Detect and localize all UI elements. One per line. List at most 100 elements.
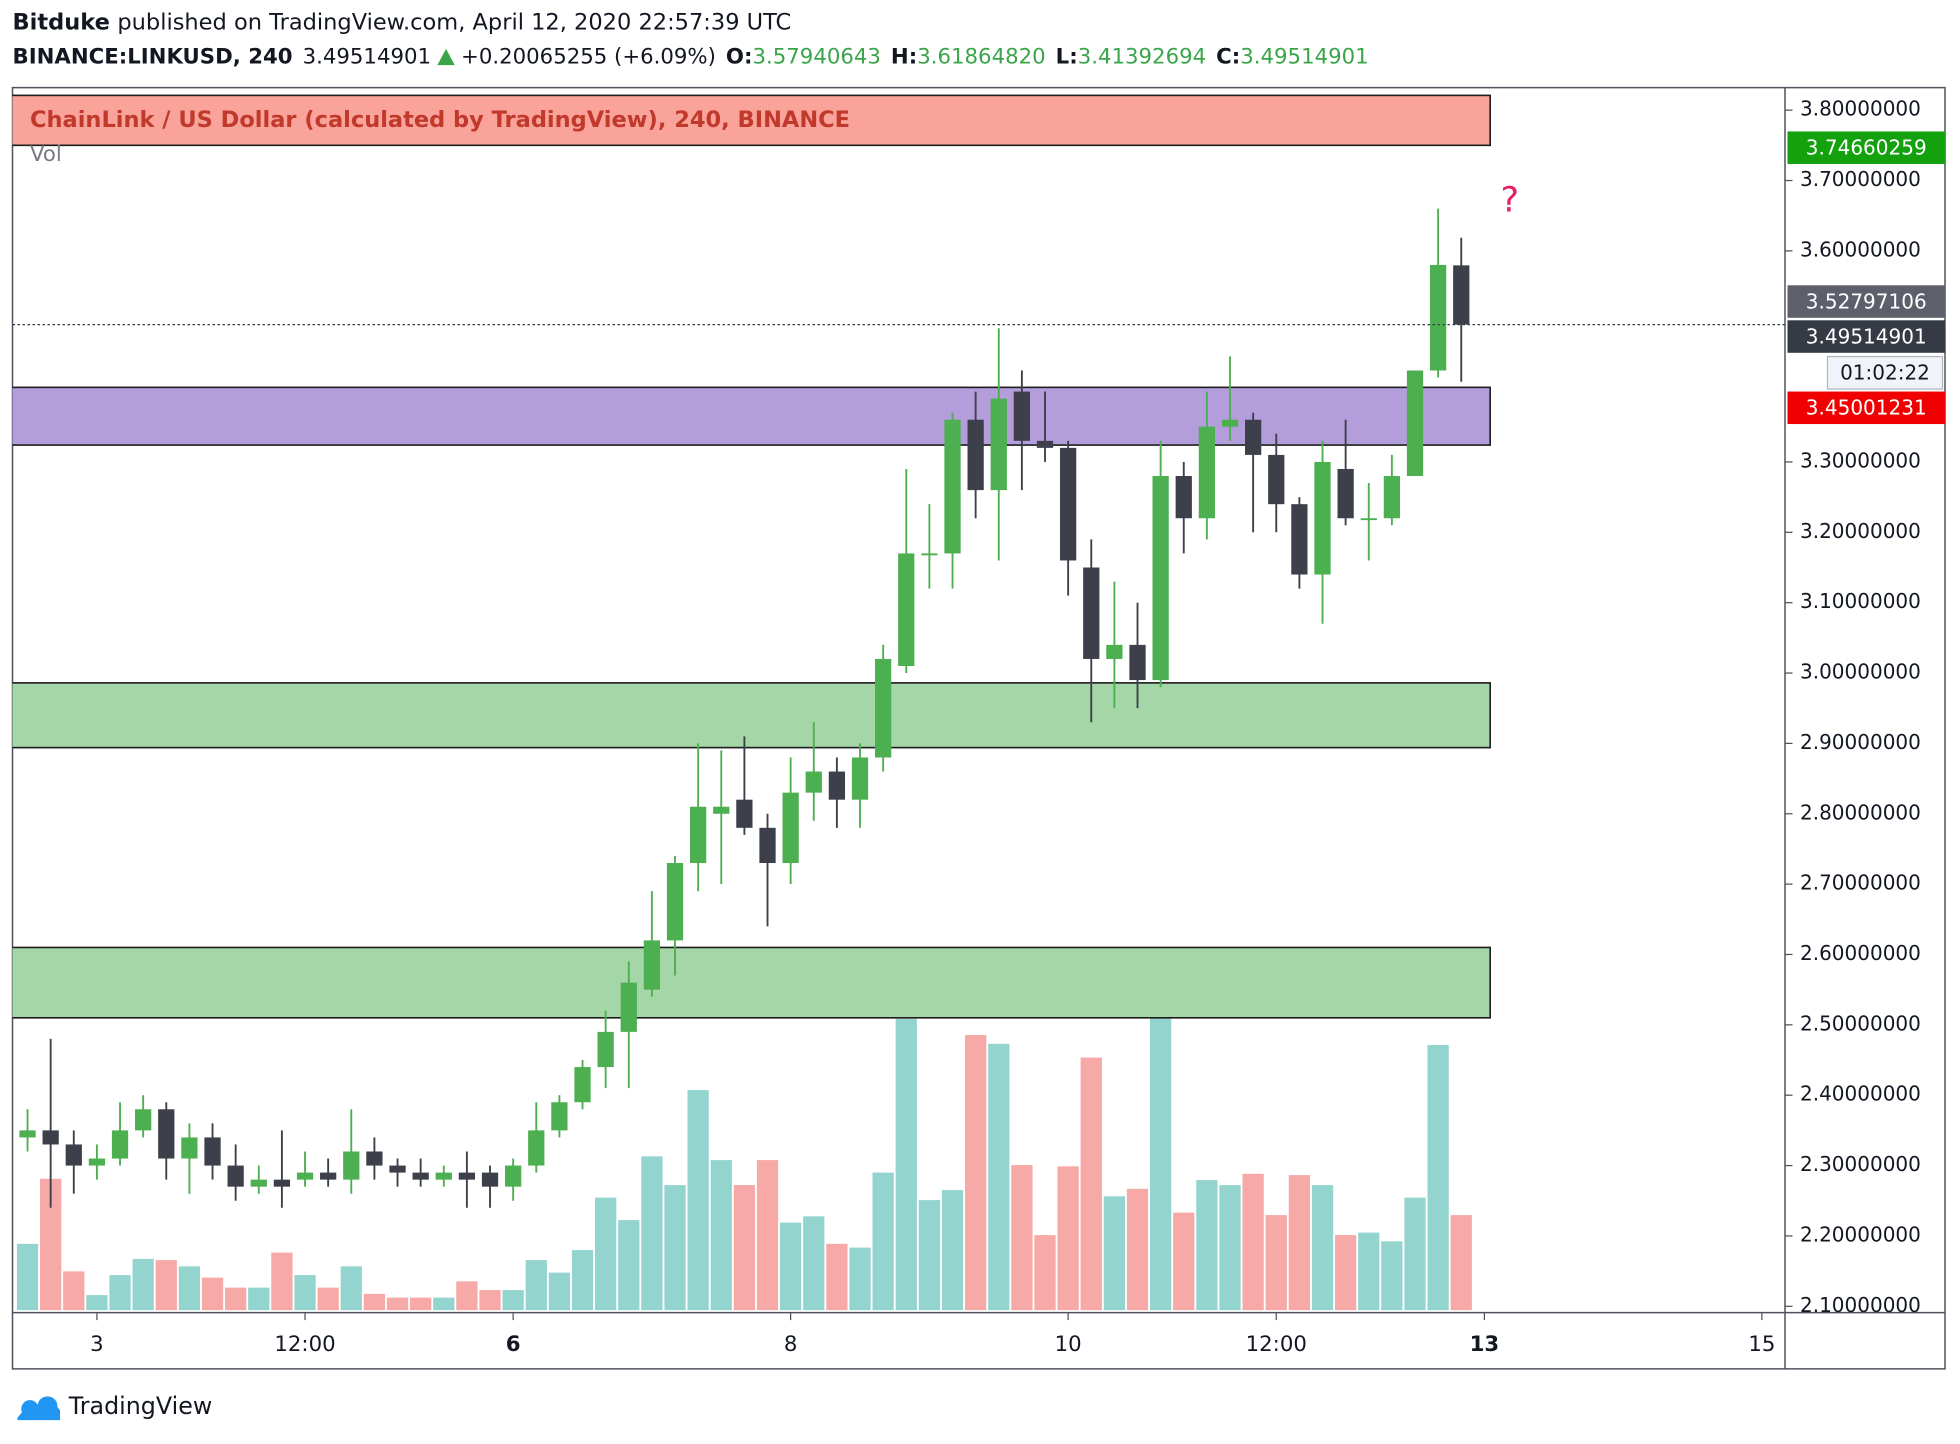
candle-body xyxy=(551,1102,568,1131)
volume-bar xyxy=(155,1260,177,1311)
volume-bar xyxy=(294,1275,316,1311)
volume-bar xyxy=(1103,1196,1126,1311)
candle-body xyxy=(1198,426,1216,519)
candle-body xyxy=(921,553,938,556)
y-tick-label: 2.90000000 xyxy=(1800,730,1921,754)
volume-bar xyxy=(733,1185,756,1311)
countdown-box xyxy=(1826,355,1944,390)
volume-bar xyxy=(595,1197,617,1311)
y-tick-label: 2.40000000 xyxy=(1800,1082,1921,1106)
candle-body xyxy=(1106,644,1123,659)
y-tick-label: 2.10000000 xyxy=(1800,1293,1921,1317)
candle-body xyxy=(851,757,869,800)
candle-body xyxy=(1175,476,1192,519)
price-tag-label: 3.74660259 xyxy=(1806,135,1927,159)
volume-bar xyxy=(1242,1173,1264,1311)
volume-bar xyxy=(1358,1232,1380,1311)
candle-body xyxy=(19,1130,36,1138)
ohlc-key: C: xyxy=(1216,45,1240,70)
volume-bar xyxy=(363,1293,386,1311)
y-tick-label: 2.30000000 xyxy=(1800,1152,1921,1176)
volume-bar xyxy=(826,1243,848,1311)
x-tick-label: 6 xyxy=(506,1332,521,1357)
volume-bar xyxy=(271,1252,293,1311)
candle-body xyxy=(528,1130,545,1166)
volume-label: Vol xyxy=(30,142,62,167)
candle-body xyxy=(296,1172,314,1180)
zone xyxy=(12,682,1491,749)
volume-bar xyxy=(895,1018,917,1311)
symbol-line: BINANCE:LINKUSD, 240 3.49514901 +0.2006525… xyxy=(13,45,1369,70)
volume-bar xyxy=(872,1172,894,1311)
y-tick-label: 3.80000000 xyxy=(1800,97,1921,121)
zone xyxy=(12,946,1491,1019)
volume-bar xyxy=(664,1185,686,1311)
volume-bar xyxy=(248,1287,270,1311)
candle-body xyxy=(1430,264,1447,371)
candle-body xyxy=(42,1130,59,1145)
volume-bar xyxy=(178,1266,201,1311)
candle-body xyxy=(967,419,984,491)
volume-bar xyxy=(1311,1185,1334,1311)
candle-body xyxy=(88,1158,106,1166)
volume-bar xyxy=(1381,1241,1403,1311)
candle-body xyxy=(204,1137,221,1166)
volume-bar xyxy=(571,1250,594,1311)
x-tick-label: 12:00 xyxy=(1246,1332,1307,1357)
y-tick-label: 2.20000000 xyxy=(1800,1222,1921,1246)
candle-body xyxy=(643,940,661,990)
candle-body xyxy=(898,553,915,666)
volume-bar xyxy=(456,1281,478,1311)
candle-body xyxy=(1245,419,1262,455)
x-tick-label: 3 xyxy=(90,1332,104,1357)
volume-bar xyxy=(918,1200,941,1311)
candle-body xyxy=(1314,461,1331,575)
volume-bar xyxy=(849,1247,871,1311)
candle-body xyxy=(1383,476,1401,519)
ohlc-key: L: xyxy=(1056,45,1078,70)
y-tick-label: 3.70000000 xyxy=(1800,167,1921,191)
volume-bar xyxy=(1173,1212,1195,1311)
change: +0.20065255 (+6.09%) xyxy=(461,45,716,70)
candle-body xyxy=(481,1172,499,1187)
volume-bar xyxy=(548,1272,571,1311)
plot xyxy=(12,94,1491,1311)
candle-body xyxy=(273,1179,291,1187)
publisher: Bitduke xyxy=(13,9,110,35)
volume-bar xyxy=(225,1287,247,1311)
volume-bar xyxy=(1057,1166,1079,1311)
candle-body xyxy=(505,1165,522,1187)
candle-body xyxy=(1083,567,1100,659)
candle-body xyxy=(944,419,961,554)
y-tick-label: 2.70000000 xyxy=(1800,871,1921,895)
candle-body xyxy=(1221,419,1239,427)
volume-bar xyxy=(780,1222,802,1311)
volume-bar xyxy=(988,1043,1010,1311)
candle-body xyxy=(1453,265,1470,325)
volume-bar xyxy=(641,1156,663,1311)
price-tag-label: 3.52797106 xyxy=(1806,289,1927,313)
x-tick-label: 12:00 xyxy=(274,1332,335,1357)
volume-bar xyxy=(502,1290,524,1311)
candle-body xyxy=(782,792,799,864)
price-tag xyxy=(1787,131,1945,164)
candle-body xyxy=(1291,504,1308,575)
x-tick-label: 15 xyxy=(1748,1332,1775,1357)
volume-bar xyxy=(803,1216,825,1311)
volume-bar xyxy=(63,1271,85,1311)
volume-bar xyxy=(1080,1057,1102,1311)
volume-bar xyxy=(340,1266,362,1311)
volume-bar xyxy=(965,1035,987,1311)
candle-body xyxy=(1360,518,1377,521)
candle-body xyxy=(1152,476,1169,681)
candle-body xyxy=(158,1109,175,1159)
y-tick-label: 3.20000000 xyxy=(1800,519,1921,543)
symbol: BINANCE:LINKUSD, 240 xyxy=(13,45,293,70)
volume-bar xyxy=(756,1160,779,1311)
price-tag xyxy=(1787,391,1945,425)
x-tick-label: 10 xyxy=(1055,1332,1082,1357)
candle-body xyxy=(805,771,822,793)
y-tick-label: 2.60000000 xyxy=(1800,941,1921,965)
price-tag xyxy=(1787,320,1945,353)
candle-body xyxy=(574,1067,591,1103)
